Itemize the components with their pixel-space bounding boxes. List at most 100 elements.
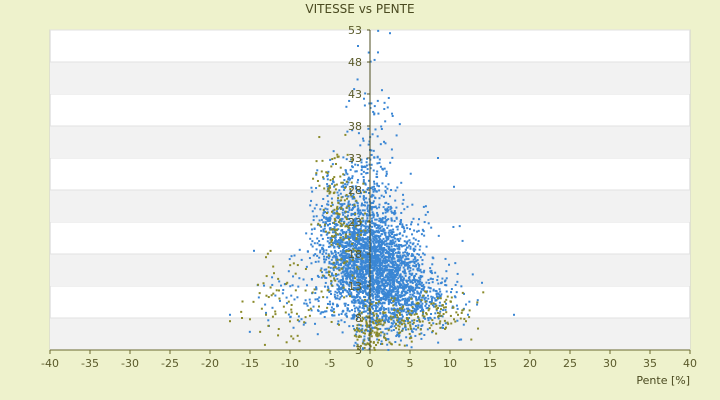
data-point — [362, 165, 365, 168]
data-point — [440, 314, 443, 317]
data-point — [257, 296, 260, 299]
data-point — [481, 281, 483, 284]
data-point — [364, 332, 367, 335]
data-point — [390, 245, 393, 248]
data-point — [339, 262, 342, 265]
data-point — [355, 335, 358, 338]
data-point — [374, 231, 377, 234]
data-point — [349, 270, 352, 273]
data-point — [360, 173, 363, 176]
data-point — [411, 203, 414, 206]
data-point — [425, 281, 428, 284]
data-point — [344, 186, 347, 189]
data-point — [347, 228, 350, 231]
data-point — [240, 310, 243, 313]
data-point — [334, 264, 337, 267]
data-point — [376, 321, 379, 324]
data-point — [404, 323, 407, 326]
x-tick-label: 5 — [407, 357, 414, 370]
data-point — [325, 218, 328, 221]
data-point — [358, 282, 361, 285]
data-point — [326, 174, 329, 177]
data-point — [359, 258, 362, 261]
data-point — [397, 335, 400, 338]
data-point — [350, 293, 353, 296]
data-point — [377, 264, 380, 267]
data-point — [320, 229, 323, 232]
data-point — [426, 306, 429, 309]
data-point — [366, 299, 369, 302]
data-point — [370, 217, 373, 220]
data-point — [346, 267, 349, 270]
data-point — [379, 277, 382, 280]
data-point — [377, 319, 380, 322]
data-point — [294, 289, 297, 292]
data-point — [398, 332, 401, 335]
data-point — [354, 163, 357, 166]
data-point — [362, 261, 365, 264]
data-point — [327, 170, 330, 173]
data-point — [340, 287, 343, 290]
data-point — [346, 223, 349, 226]
data-point — [384, 191, 387, 194]
data-point — [382, 301, 385, 304]
data-point — [413, 250, 416, 253]
data-point — [352, 286, 355, 289]
data-point — [356, 274, 359, 277]
data-point — [366, 287, 369, 290]
data-point — [336, 284, 339, 287]
data-point — [353, 327, 356, 330]
data-point — [410, 221, 413, 224]
data-point — [305, 302, 308, 305]
data-point — [353, 272, 356, 275]
data-point — [435, 290, 438, 293]
data-point — [337, 155, 340, 158]
data-point — [381, 233, 384, 236]
data-point — [441, 277, 444, 280]
data-point — [378, 281, 381, 284]
data-point — [368, 209, 371, 212]
data-point — [383, 243, 386, 246]
data-point — [360, 267, 363, 270]
data-point — [353, 344, 356, 347]
data-point — [325, 256, 328, 259]
data-point — [337, 239, 340, 242]
data-point — [352, 317, 355, 320]
data-point — [378, 219, 381, 222]
data-point — [388, 280, 391, 283]
data-point — [330, 165, 333, 168]
data-point — [344, 302, 347, 305]
data-point — [323, 255, 326, 258]
data-point — [338, 290, 341, 293]
data-point — [415, 299, 418, 302]
data-point — [390, 188, 393, 191]
data-point — [384, 317, 387, 320]
data-point — [388, 341, 391, 344]
data-point — [368, 251, 371, 254]
data-point — [424, 304, 427, 307]
data-point — [336, 155, 339, 158]
data-point — [248, 330, 251, 333]
data-point — [309, 237, 312, 240]
data-point — [348, 239, 351, 242]
data-point — [359, 253, 362, 256]
data-point — [332, 308, 335, 311]
data-point — [403, 322, 406, 325]
data-point — [385, 201, 388, 204]
data-point — [375, 276, 378, 279]
data-point — [401, 290, 404, 293]
data-point — [352, 325, 355, 328]
data-point — [364, 296, 367, 299]
data-point — [375, 333, 378, 336]
data-point — [259, 330, 262, 333]
data-point — [378, 273, 381, 276]
data-point — [370, 278, 373, 281]
data-point — [340, 199, 343, 202]
data-point — [388, 327, 391, 330]
data-point — [340, 295, 343, 298]
data-point — [357, 240, 360, 243]
data-point — [360, 238, 363, 241]
data-point — [341, 251, 344, 254]
data-point — [352, 219, 355, 222]
data-point — [363, 241, 366, 244]
